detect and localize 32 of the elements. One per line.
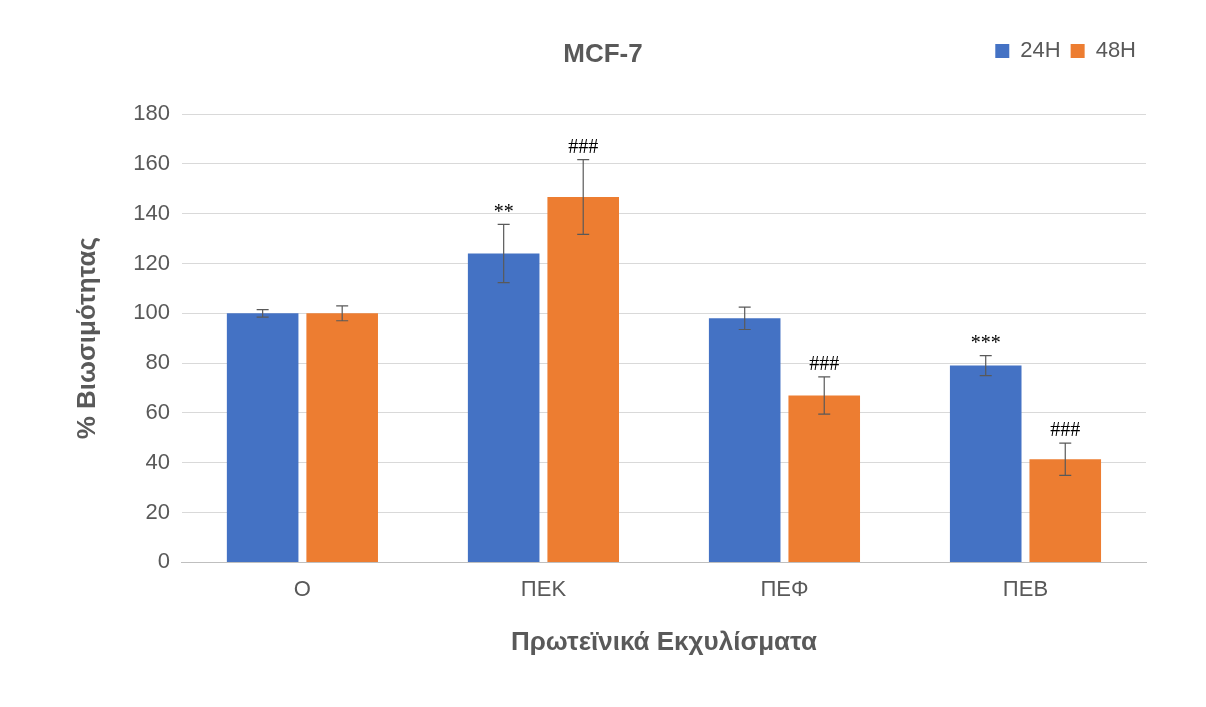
legend-label: 24H: [1020, 37, 1061, 63]
x-tick-label: ΠΕΒ: [1002, 575, 1049, 601]
annotation: **: [493, 199, 514, 222]
y-tick-label: 0: [157, 548, 170, 574]
annotation: ***: [970, 330, 1001, 353]
bar: [708, 318, 781, 562]
y-tick-label: 120: [133, 249, 170, 275]
y-tick-label: 20: [145, 498, 170, 524]
bar: [949, 365, 1022, 562]
x-tick-label: ΠΕΚ: [520, 575, 567, 601]
bar: [226, 313, 299, 562]
chart-title: MCF-7: [563, 38, 643, 68]
bar: [788, 395, 861, 562]
bar: [306, 313, 378, 562]
y-tick-label: 160: [133, 149, 170, 175]
annotation: ###: [809, 352, 840, 375]
y-tick-label: 140: [133, 199, 170, 225]
y-tick-label: 60: [145, 399, 170, 424]
bar: [467, 253, 540, 562]
x-tick-label: ΠΕΦ: [760, 575, 809, 601]
y-tick-label: 40: [145, 448, 170, 474]
bar: [1029, 459, 1102, 562]
y-axis-title: % Βιωσιμότητας: [70, 237, 101, 440]
x-tick-label: Ο: [293, 575, 311, 601]
x-axis-title: Πρωτεϊνικά Εκχυλίσματα: [510, 625, 817, 656]
bar: [547, 196, 619, 562]
y-tick-label: 80: [145, 349, 170, 375]
annotation: ###: [568, 134, 599, 157]
legend-label: 48H: [1095, 37, 1136, 63]
y-tick-label: 100: [133, 299, 170, 325]
annotation: ###: [1050, 418, 1081, 441]
y-tick-label: 180: [133, 100, 170, 126]
